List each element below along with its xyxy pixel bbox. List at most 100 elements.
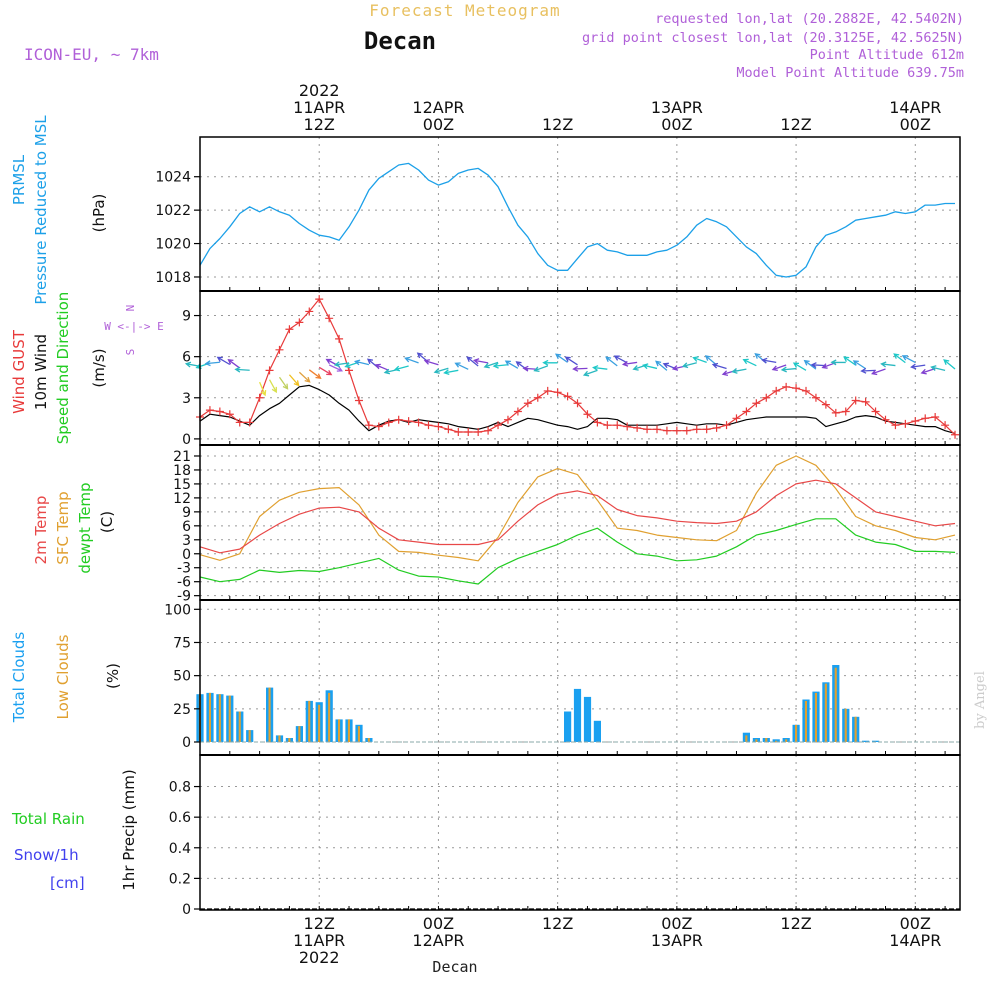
top-time-label: 00Z	[661, 115, 692, 134]
low-clouds-bar	[804, 700, 807, 742]
wind-direction-arrow	[504, 360, 519, 369]
pressure-line	[199, 162, 955, 278]
low-clouds-bar	[208, 692, 211, 742]
wind-gust-marker	[563, 392, 572, 401]
wind-direction-arrow	[642, 363, 658, 370]
wind-direction-arrow	[572, 365, 588, 372]
temp-2m-line	[199, 479, 956, 554]
wind-gust-marker	[851, 396, 860, 405]
wind-gust-marker	[941, 421, 950, 430]
wind-gust-marker	[871, 407, 880, 416]
wind-gust-marker	[315, 295, 324, 304]
top-time-label: 2022	[299, 81, 340, 100]
low-clouds-bar	[785, 739, 788, 742]
wind-direction-arrow	[533, 365, 548, 373]
bottom-time-label: 2022	[299, 948, 340, 967]
y-tick-label: 0.8	[169, 780, 191, 796]
wind-gust-marker	[583, 410, 592, 419]
sfc-temp-label: SFC Temp	[54, 491, 72, 564]
wind-direction-arrow	[564, 356, 578, 366]
total-clouds-bar	[772, 739, 780, 742]
wind-direction-arrow	[910, 363, 926, 370]
point-altitude: Point Altitude 612m	[810, 47, 964, 63]
low-clouds-bar	[318, 704, 321, 742]
wind-gust-marker	[672, 426, 681, 435]
y-tick-label: 0.2	[169, 871, 191, 887]
wind-gust-marker	[782, 382, 791, 391]
y-tick-label: 6	[182, 350, 191, 366]
wind-gust-marker	[662, 426, 671, 435]
top-time-label: 00Z	[423, 115, 454, 134]
wind-direction-arrow	[542, 359, 558, 366]
wind-direction-arrow	[288, 374, 300, 387]
wind-direction-arrow	[920, 368, 936, 375]
wind-direction-arrow	[704, 355, 718, 366]
wind-gust-marker	[245, 418, 254, 427]
wind-direction-arrow	[259, 381, 267, 397]
wind-gust-marker	[205, 406, 214, 415]
bottom-time-label: 14APR	[889, 931, 941, 950]
wind-gust-marker	[752, 399, 761, 408]
wind-gust-marker	[335, 334, 344, 343]
wind-gust-label: Wind GUST	[10, 329, 28, 414]
y-tick-label: 75	[173, 635, 191, 651]
wind-gust-marker	[364, 421, 373, 430]
wind-direction-arrow	[227, 359, 241, 369]
low-clouds-bar	[328, 692, 331, 742]
pressure-unit: (hPa)	[90, 194, 108, 233]
y-tick-label: 12	[173, 491, 191, 507]
low-clouds-bar	[218, 694, 221, 742]
wind-direction-arrow	[333, 361, 350, 368]
wind-gust-marker	[374, 422, 383, 431]
low-clouds-bar	[238, 711, 241, 742]
wind-direction-arrow	[803, 359, 817, 370]
wind-direction-arrow	[268, 379, 277, 394]
low-clouds-bar	[844, 708, 847, 742]
wind-gust-marker	[911, 417, 920, 426]
footer-location: Decan	[432, 958, 477, 976]
low-clouds-bar	[814, 692, 817, 742]
y-tick-label: 1024	[155, 170, 191, 186]
wind-direction-arrow	[792, 362, 807, 371]
wind-direction-arrow	[353, 359, 370, 366]
wind-direction-arrow	[930, 365, 946, 371]
wind-gust-marker	[603, 421, 612, 430]
y-tick-label: -3	[177, 561, 191, 577]
wind-direction-arrow	[780, 366, 797, 373]
y-tick-label: 25	[173, 702, 191, 718]
bottom-time-label: 12Z	[542, 914, 573, 933]
wind-direction-arrow	[843, 356, 857, 366]
precip-unit: 1hr Precip (mm)	[120, 769, 138, 890]
y-tick-label: 3	[182, 391, 191, 407]
wind-gust-marker	[921, 414, 930, 423]
wind-direction-arrow	[810, 362, 826, 368]
low-clouds-bar	[834, 667, 837, 742]
grid-point-lonlat: grid point closest lon,lat (20.3125E, 42…	[582, 30, 964, 46]
model-point-altitude: Model Point Altitude 639.75m	[736, 65, 964, 81]
snow-label: Snow/1h	[14, 846, 79, 864]
low-clouds-bar	[765, 738, 768, 742]
wind-gust-marker	[533, 393, 542, 402]
low-clouds-bar	[338, 719, 341, 742]
y-tick-label: 50	[173, 669, 191, 685]
wind-direction-arrow	[901, 355, 916, 364]
wind-gust-marker	[553, 388, 562, 397]
y-tick-label: 1022	[155, 203, 191, 219]
wind-direction-arrow	[771, 364, 787, 372]
wind-gust-marker	[792, 384, 801, 393]
panel-frame	[199, 290, 961, 446]
wind-direction-arrow	[404, 356, 419, 364]
wind-direction-arrow	[278, 376, 289, 390]
low-clouds-bar	[347, 719, 350, 742]
bottom-time-label: 11APR	[293, 931, 345, 950]
wind-unit: (m/s)	[90, 348, 108, 387]
y-tick-label: 0	[182, 432, 191, 448]
wind-direction-arrow	[298, 371, 311, 383]
wind-gust-marker	[633, 423, 642, 432]
wind-gust-marker	[951, 430, 960, 439]
wind-gust-marker	[384, 418, 393, 427]
wind-direction-arrow	[731, 367, 747, 374]
model-name: ICON-EU, ~ 7km	[24, 45, 159, 64]
wind-direction-arrow	[592, 365, 608, 371]
low-clouds-bar	[268, 687, 271, 742]
